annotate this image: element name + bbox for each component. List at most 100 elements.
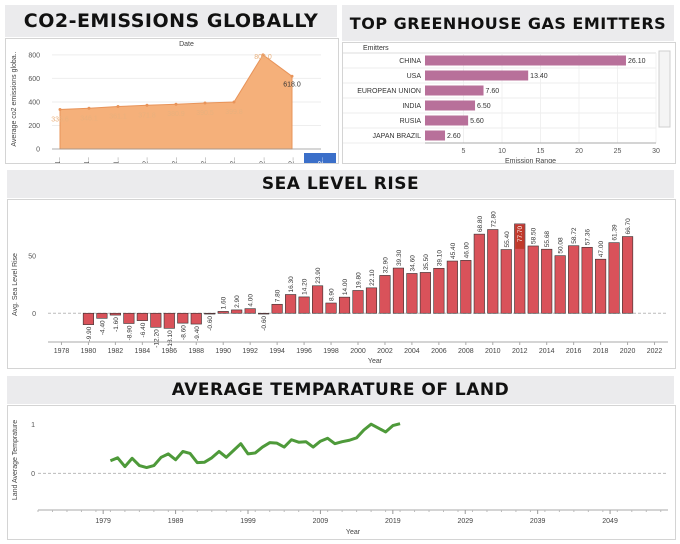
ghg-chart-panel: Emitters CHINA 26.10 USA 13.40 EUROPEAN UNION… xyxy=(342,42,676,165)
sea-value-label: -9.90 xyxy=(86,326,93,341)
sea-value-label: 19.80 xyxy=(356,272,363,289)
temp-ylabel: Land Average Temprature xyxy=(12,420,19,500)
sea-bar xyxy=(392,267,404,314)
sea-value-label: 58.72 xyxy=(571,227,578,244)
sea-xtick: 2008 xyxy=(458,348,474,355)
co2-value-label: 390.5 xyxy=(196,110,214,117)
co2-ytick: 200 xyxy=(28,123,40,130)
sea-bar xyxy=(338,296,351,314)
sea-bar xyxy=(379,275,391,314)
co2-point xyxy=(58,108,62,112)
co2-value-label: 380.9 xyxy=(167,111,185,118)
sea-value-label: 16.30 xyxy=(288,276,295,293)
sea-bar xyxy=(595,258,607,314)
co2-ytick: 600 xyxy=(28,76,40,83)
sea-ytick: 50 xyxy=(28,253,36,260)
co2-area-chart: Date Average co2 emissions globa.. 0 200 400… xyxy=(11,41,336,165)
co2-point xyxy=(261,53,265,57)
temp-banner: AVERAGE TEMPARATURE OF LAND xyxy=(7,376,674,404)
sea-bar xyxy=(271,303,283,314)
co2-value-label: 399.8 xyxy=(225,109,243,116)
sea-xtick: 2022 xyxy=(647,348,663,355)
co2-value-label: 800.0 xyxy=(254,54,272,61)
co2-highlight-bar xyxy=(304,153,336,163)
co2-xtick: 2.. xyxy=(289,157,296,163)
sea-value-label: 34.60 xyxy=(409,255,416,272)
sea-bar xyxy=(419,272,431,314)
sea-bar xyxy=(622,236,634,314)
co2-point xyxy=(290,74,294,78)
sea-value-label: -9.40 xyxy=(194,326,201,341)
sea-value-label: 77.70 xyxy=(517,226,524,243)
sea-xtick: 1978 xyxy=(54,348,70,355)
ghg-category-label: RUSIA xyxy=(400,118,422,125)
temp-line-chart: Land Average Temprature 0 1 1979 1989 1999 200… xyxy=(12,420,668,536)
sea-ylabel: Avg. Sea Level Rise xyxy=(12,253,19,316)
sea-xtick: 2004 xyxy=(404,348,420,355)
co2-title: Date xyxy=(179,41,194,48)
sea-bar-chart: Avg. Sea Level Rise 0 50 -9.90 -4.40 -1.60 -8.… xyxy=(12,211,668,365)
sea-chart-panel: Avg. Sea Level Rise 0 50 -9.90 -4.40 -1.60 -8.… xyxy=(7,199,676,369)
sea-value-label: 45.40 xyxy=(450,242,457,259)
sea-bar xyxy=(258,312,270,315)
ghg-xtick: 30 xyxy=(652,148,660,155)
sea-bar xyxy=(204,312,216,315)
co2-area xyxy=(59,54,293,150)
temp-chart-panel: Land Average Temprature 0 1 1979 1989 1999 200… xyxy=(7,405,676,540)
co2-xtick: 2.. xyxy=(201,157,208,163)
co2-xtick: 1.. xyxy=(84,157,91,163)
sea-bar xyxy=(608,242,620,314)
sea-value-label: 35.50 xyxy=(423,254,430,271)
sea-bar xyxy=(581,246,593,314)
ghg-category-label: JAPAN BRAZIL xyxy=(373,133,422,140)
ghg-value-label: 6.50 xyxy=(477,103,491,110)
sea-bar xyxy=(96,312,108,319)
sea-xtick: 1990 xyxy=(215,348,231,355)
ghg-category-label: INDIA xyxy=(402,103,421,110)
ghg-xtick: 10 xyxy=(498,148,506,155)
sea-highlight-label-bg xyxy=(515,224,525,249)
sea-bar xyxy=(568,245,580,314)
sea-bar xyxy=(312,285,324,314)
sea-bar xyxy=(554,255,566,314)
temp-xtick: 2039 xyxy=(530,518,546,525)
sea-xtick: 1994 xyxy=(269,348,285,355)
sea-value-label: 2.90 xyxy=(234,295,241,308)
co2-xtick: 2.. xyxy=(259,157,266,163)
sea-value-label: 32.90 xyxy=(382,257,389,274)
sea-bar xyxy=(298,296,310,314)
co2-xtick: 2.. xyxy=(172,157,179,163)
sea-value-label: 55.40 xyxy=(504,231,511,248)
ghg-bar xyxy=(425,130,446,141)
ghg-category-label: CHINA xyxy=(399,58,421,65)
sea-bar xyxy=(325,302,337,314)
sea-value-label: 55.68 xyxy=(544,231,551,248)
sea-xtick: 2020 xyxy=(620,348,636,355)
sea-value-label: -1.60 xyxy=(113,317,120,332)
sea-bar xyxy=(217,311,229,314)
co2-ytick: 0 xyxy=(36,147,40,154)
co2-xtick: 1.. xyxy=(113,157,120,163)
ghg-value-label: 13.40 xyxy=(530,73,548,80)
temp-xtick: 2049 xyxy=(602,518,618,525)
sea-value-label: 50.08 xyxy=(558,237,565,254)
sea-bar xyxy=(177,312,189,324)
sea-value-label: 8.90 xyxy=(329,288,336,301)
ghg-bar-chart: Emitters CHINA 26.10 USA 13.40 EUROPEAN UNION… xyxy=(343,45,671,165)
co2-value-label: 371.8 xyxy=(138,112,156,119)
temp-ytick: 1 xyxy=(31,422,35,429)
temp-xtick: 1999 xyxy=(240,518,256,525)
ghg-scrollbar xyxy=(658,50,671,128)
sea-xtick: 1982 xyxy=(108,348,124,355)
sea-bar xyxy=(352,290,364,314)
sea-xtick: 1988 xyxy=(188,348,204,355)
co2-value-label: 346.1 xyxy=(80,115,98,122)
co2-value-label: 361.1 xyxy=(109,114,127,121)
sea-xtick: 1986 xyxy=(162,348,178,355)
sea-bar xyxy=(123,312,135,324)
sea-value-label: -4.40 xyxy=(99,320,106,335)
sea-xtick: 2000 xyxy=(350,348,366,355)
sea-xtick: 2006 xyxy=(431,348,447,355)
temp-xtick: 1979 xyxy=(95,518,111,525)
temp-line xyxy=(109,422,401,470)
